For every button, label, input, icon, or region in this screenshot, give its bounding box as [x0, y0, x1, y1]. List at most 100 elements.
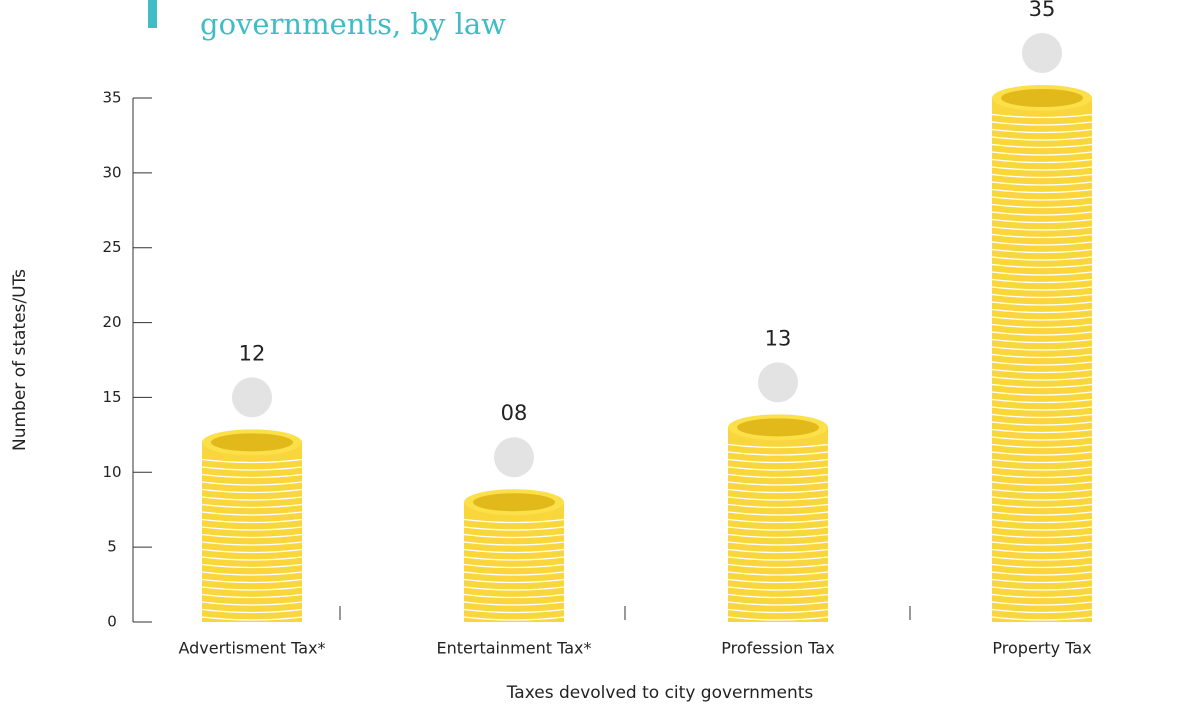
coin-edge [991, 323, 1093, 329]
coin-face [1001, 89, 1083, 107]
coin-edge [991, 511, 1093, 516]
value-label: 08 [501, 401, 528, 425]
coin-edge [991, 316, 1093, 321]
y-tick-label: 10 [102, 463, 121, 481]
coin-edge [991, 518, 1093, 524]
coin-edge [463, 586, 565, 591]
coin-edge [991, 436, 1093, 441]
coin-edge [991, 458, 1093, 464]
coin-edge [463, 526, 565, 531]
coin-edge [727, 458, 829, 464]
icon [232, 377, 272, 418]
coin-edge [463, 556, 565, 561]
coin-edge [201, 488, 303, 494]
coin-edge [727, 608, 829, 614]
coin-edge [727, 601, 829, 606]
y-tick-label: 30 [102, 163, 121, 181]
coin-edge [727, 541, 829, 546]
coin-edge [201, 518, 303, 524]
coin-edge [991, 301, 1093, 306]
coin-edge [991, 503, 1093, 509]
title-accent [148, 0, 157, 28]
coin-edge [727, 578, 829, 584]
coin-edge [991, 406, 1093, 411]
coin-edge [991, 338, 1093, 344]
coin-edge [991, 158, 1093, 164]
coin-edge [991, 353, 1093, 359]
coin-edge [991, 421, 1093, 426]
icon [494, 437, 534, 478]
chart-title: governments, by law [200, 7, 506, 41]
y-tick-label: 25 [102, 238, 121, 256]
coin-edge [201, 548, 303, 554]
coin-edge [727, 571, 829, 576]
coin-edge [991, 211, 1093, 216]
coin-edge [201, 466, 303, 471]
coin-edge [727, 473, 829, 479]
coin-edge [991, 173, 1093, 179]
coin-edge [463, 541, 565, 546]
coin-edge [201, 541, 303, 546]
coin-edge [991, 241, 1093, 246]
coin-edge [727, 451, 829, 456]
coin-edge [991, 128, 1093, 134]
coin-edge [991, 203, 1093, 209]
coin-edge [727, 586, 829, 591]
coin-face [211, 433, 293, 452]
coin-face [737, 418, 819, 437]
coin-edge [991, 143, 1093, 149]
coin-edge [991, 593, 1093, 599]
coin-edge [201, 593, 303, 599]
coin-edge [463, 518, 565, 524]
coin-edge [727, 503, 829, 509]
coin-edge [991, 481, 1093, 486]
coin-edge [463, 593, 565, 599]
coin-edge [991, 256, 1093, 261]
coin-edge [991, 361, 1093, 366]
coin-edge [991, 526, 1093, 531]
coin-stack [991, 85, 1093, 622]
coin-edge [463, 563, 565, 569]
coin-edge [991, 278, 1093, 284]
coin-edge [991, 293, 1093, 299]
coin-edge [991, 533, 1093, 539]
coin-edge [991, 308, 1093, 314]
coin-stack [727, 414, 829, 622]
coin-edge [463, 578, 565, 584]
coin-edge [991, 548, 1093, 554]
coin-stack [463, 489, 565, 622]
coin-edge [727, 511, 829, 516]
coin-edge [991, 233, 1093, 239]
coin-edge [991, 368, 1093, 374]
coin-edge [991, 586, 1093, 591]
coin-edge [201, 533, 303, 539]
coin-edge [463, 608, 565, 614]
coin-edge [727, 593, 829, 599]
coin-edge [991, 578, 1093, 584]
coin-edge [991, 496, 1093, 501]
coin-edge [727, 466, 829, 471]
coin-face [473, 493, 555, 512]
coin-edge [201, 496, 303, 501]
coin-edge [991, 443, 1093, 449]
coin-edge [991, 166, 1093, 171]
coin-edge [991, 541, 1093, 546]
coin-edge [991, 226, 1093, 231]
coin-edge [991, 398, 1093, 404]
coin-edge [463, 548, 565, 554]
coin-edge [991, 428, 1093, 434]
coin-edge [201, 571, 303, 576]
coin-edge [991, 248, 1093, 254]
y-tick-label: 5 [107, 538, 117, 556]
coin-edge [991, 563, 1093, 569]
coin-edge [991, 286, 1093, 291]
coin-edge [201, 511, 303, 516]
coin-edge [727, 533, 829, 539]
coin-edge [991, 488, 1093, 494]
coin-edge [991, 473, 1093, 479]
icon [1022, 33, 1062, 73]
coin-edge [991, 181, 1093, 186]
icon [758, 362, 798, 403]
coin-edge [991, 331, 1093, 336]
